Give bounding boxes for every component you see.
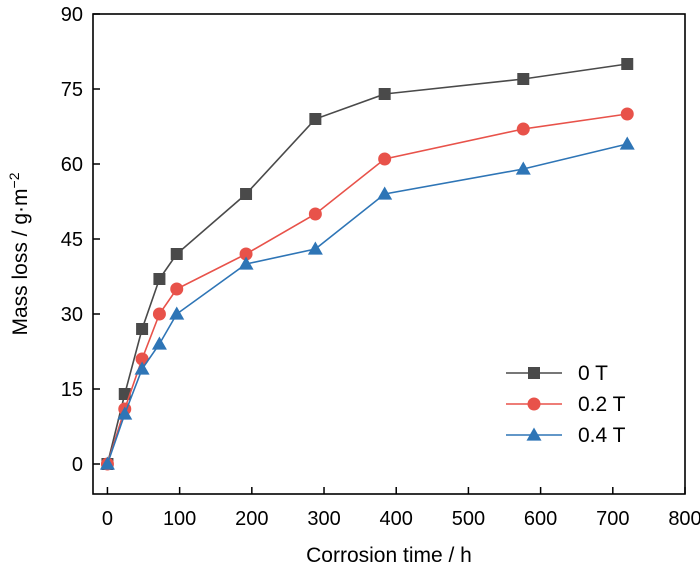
data-point <box>170 248 183 260</box>
legend-label: 0.2 T <box>578 393 626 416</box>
x-tick-label: 300 <box>307 508 340 530</box>
legend-label: 0.4 T <box>578 424 626 447</box>
x-tick-label: 700 <box>596 508 629 530</box>
legend-marker <box>528 367 540 379</box>
series-layer <box>99 58 635 471</box>
x-tick-label: 800 <box>668 508 700 530</box>
series-line <box>106 143 628 465</box>
x-tick-label: 200 <box>235 508 268 530</box>
data-point <box>378 152 392 166</box>
x-tick-label: 600 <box>524 508 557 530</box>
y-axis: 0 15 30 45 60 75 90 <box>61 4 100 476</box>
y-tick-label: 45 <box>61 229 83 251</box>
legend-item: 0 T <box>506 362 608 385</box>
x-tick-label: 400 <box>380 508 413 530</box>
y-tick-label: 75 <box>61 79 83 101</box>
data-point <box>151 336 167 350</box>
y-tick-label: 0 <box>72 454 83 476</box>
plot-frame <box>92 13 686 495</box>
x-tick-label: 0 <box>102 508 113 530</box>
legend-marker <box>526 427 542 441</box>
data-point <box>619 136 635 150</box>
series-0T <box>101 58 634 470</box>
data-point <box>238 256 254 270</box>
data-point <box>308 207 322 221</box>
legend-item: 0.4 T <box>506 424 626 447</box>
legend-item: 0.2 T <box>506 393 626 416</box>
data-point <box>136 323 149 335</box>
data-point <box>134 361 150 375</box>
data-point <box>152 307 166 321</box>
series-0_4T <box>99 136 635 470</box>
y-tick-label: 90 <box>61 4 83 26</box>
x-tick-label: 100 <box>163 508 196 530</box>
y-tick-label: 30 <box>61 304 83 326</box>
legend-marker <box>527 397 541 411</box>
data-point <box>307 241 323 255</box>
data-point <box>621 58 634 70</box>
y-axis-title-main: Mass loss / g·m <box>9 188 32 335</box>
plot-area <box>92 13 686 495</box>
x-tick-label: 500 <box>452 508 485 530</box>
data-point <box>239 247 253 261</box>
y-tick-label: 15 <box>61 379 83 401</box>
legend-label: 0 T <box>578 362 608 385</box>
data-point <box>99 456 115 470</box>
data-point <box>517 73 530 85</box>
x-axis-title: Corrosion time / h <box>306 544 472 567</box>
data-point <box>169 306 185 320</box>
data-point <box>135 352 149 366</box>
series-line <box>106 113 628 465</box>
data-point <box>377 186 393 200</box>
data-point <box>170 282 184 296</box>
series-line <box>106 63 628 465</box>
data-point <box>515 161 531 175</box>
y-axis-title-superscript: −2 <box>6 172 22 188</box>
y-axis-title: Mass loss / g·m−2 <box>6 172 32 335</box>
data-point <box>516 122 530 136</box>
data-point <box>118 388 131 400</box>
x-axis: 0 100 200 300 400 500 600 700 800 <box>102 487 700 530</box>
data-point <box>378 88 391 100</box>
y-tick-label: 60 <box>61 154 83 176</box>
data-point <box>153 273 166 285</box>
data-point <box>117 406 133 420</box>
data-point <box>240 188 253 200</box>
data-point <box>309 113 322 125</box>
data-point <box>620 107 634 121</box>
legend: 0 T 0.2 T 0.4 T <box>506 362 626 447</box>
